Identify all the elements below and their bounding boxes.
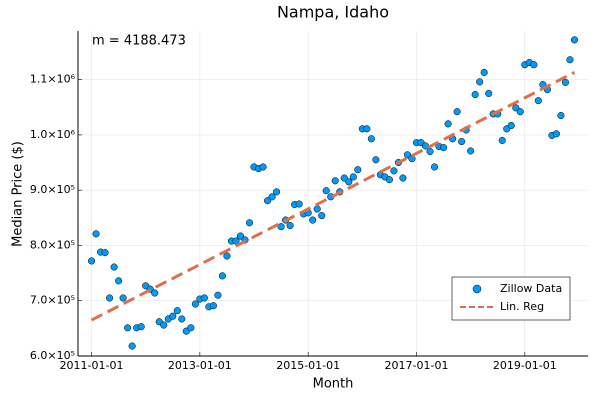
scatter-point: [561, 78, 569, 86]
scatter-point: [286, 222, 294, 230]
scatter-point: [160, 321, 168, 329]
scatter-point: [200, 294, 208, 302]
scatter-point: [534, 97, 542, 105]
y-tick-label: 7.0×10⁵: [30, 294, 75, 307]
scatter-point: [471, 91, 479, 99]
x-axis-label: Month: [313, 377, 354, 392]
scatter-point: [430, 163, 439, 171]
chart-title: Nampa, Idaho: [277, 3, 389, 22]
scatter-point: [119, 294, 127, 302]
scatter-point: [124, 324, 132, 332]
scatter-point: [444, 120, 452, 128]
y-axis-label: Median Price ($): [11, 141, 26, 247]
scatter-point: [512, 104, 520, 112]
x-tick-label: 2017-01-01: [385, 359, 449, 372]
scatter-point: [209, 302, 217, 310]
scatter-point: [318, 212, 326, 220]
legend: Zillow Data Lin. Reg: [451, 276, 571, 321]
scatter-point: [498, 136, 506, 144]
scatter-point: [453, 108, 461, 116]
scatter-point: [367, 135, 375, 143]
scatter-point: [214, 291, 222, 299]
scatter-point: [218, 272, 226, 280]
legend-label: Lin. Reg: [500, 300, 544, 313]
scatter-point: [268, 193, 276, 201]
x-tick-label: 2019-01-01: [493, 359, 557, 372]
scatter-point: [110, 263, 118, 271]
y-tick-label: 1.1×10⁶: [30, 73, 76, 86]
scatter-point: [552, 130, 560, 138]
scatter-point: [187, 324, 195, 332]
y-tick-label: 8.0×10⁵: [30, 238, 75, 251]
scatter-point: [354, 166, 362, 174]
scatter-point: [363, 125, 371, 133]
scatter-point: [385, 176, 393, 184]
scatter-point: [349, 173, 357, 181]
scatter-point: [467, 147, 475, 155]
scatter-point: [191, 300, 199, 308]
y-tick-label: 6.0×10⁵: [30, 349, 75, 362]
scatter-point: [507, 121, 515, 130]
scatter-point: [236, 232, 245, 240]
scatter-point: [277, 223, 285, 231]
x-tick-label: 2015-01-01: [276, 359, 340, 372]
scatter-point: [101, 249, 109, 257]
legend-box: [451, 276, 571, 321]
scatter-point: [178, 315, 186, 323]
scatter-point: [313, 205, 321, 213]
scatter-point: [403, 151, 412, 159]
scatter-point: [264, 197, 272, 205]
scatter-point: [480, 68, 488, 77]
x-tick-label: 2011-01-01: [60, 359, 124, 372]
scatter-point: [92, 230, 100, 238]
annotation: m = 4188.473: [92, 34, 186, 49]
scatter-point: [106, 294, 114, 302]
scatter-point: [137, 323, 145, 331]
scatter-point: [570, 36, 579, 44]
scatter-point: [557, 112, 565, 120]
x-tick-label: 2013-01-01: [168, 359, 232, 372]
scatter-point: [458, 137, 466, 146]
scatter-point: [476, 78, 484, 86]
scatter-point: [399, 174, 407, 182]
scatter-point: [245, 219, 254, 227]
scatter-point: [128, 342, 136, 350]
scatter-point: [259, 163, 267, 171]
scatter-point: [345, 178, 353, 186]
scatter-point: [530, 61, 538, 69]
scatter-point: [295, 200, 303, 208]
regression-line: [90, 71, 576, 322]
scatter-point: [566, 56, 574, 64]
scatter-point: [516, 108, 524, 116]
scatter-point: [340, 174, 348, 182]
scatter-point: [485, 89, 493, 98]
scatter-point: [309, 216, 317, 224]
scatter-point: [151, 289, 159, 297]
scatter-point: [173, 307, 181, 315]
scatter-point: [426, 147, 434, 156]
scatter-point: [408, 155, 416, 163]
scatter-point: [223, 252, 231, 260]
scatter-point: [322, 187, 330, 195]
scatter-point: [440, 144, 448, 152]
scatter-point: [115, 277, 123, 285]
scatter-point: [87, 257, 96, 265]
scatter-point: [273, 188, 281, 196]
scatter-point: [169, 312, 177, 320]
y-tick-label: 9.0×10⁵: [30, 183, 75, 196]
legend-marker: [472, 284, 482, 294]
scatter-point: [390, 167, 398, 175]
y-tick-label: 1.0×10⁶: [30, 128, 76, 141]
legend-label: Zillow Data: [500, 282, 562, 295]
scatter-point: [331, 177, 339, 185]
scatter-point: [372, 156, 380, 164]
